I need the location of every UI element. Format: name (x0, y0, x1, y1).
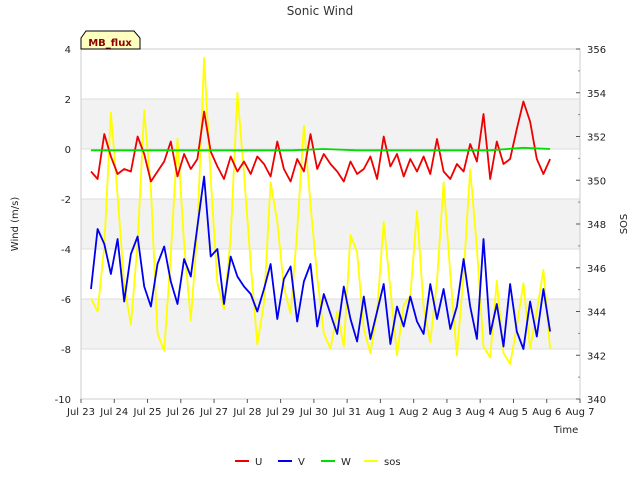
y-axis-right: 340 342 344 346 348 350 352 354 356 (576, 45, 606, 406)
y-tick-label: -2 (61, 195, 71, 206)
legend-label: W (341, 457, 351, 468)
legend-item-sos: sos (364, 457, 401, 468)
site-badge-box (80, 30, 141, 50)
x-tick-label: Jul 30 (299, 407, 328, 418)
x-tick-label: Jul 29 (266, 407, 295, 418)
y-tick-label: -8 (61, 345, 71, 356)
y-tick-label: -10 (55, 395, 71, 406)
series-line-u (90, 100, 551, 183)
x-tick-label: Aug 2 (399, 407, 428, 418)
x-axis-title: Time (553, 425, 578, 436)
y-tick-label: -4 (61, 245, 71, 256)
y-tick-label: -6 (61, 295, 71, 306)
legend-label: U (255, 457, 262, 468)
y2-tick-label: 344 (587, 308, 606, 319)
y2-tick-label: 352 (587, 133, 606, 144)
x-tick-label: Jul 31 (332, 407, 361, 418)
series-line-v (90, 175, 551, 350)
y2-tick-label: 354 (587, 89, 606, 100)
y-axis-left: -10 -8 -6 -4 -2 0 2 4 (55, 45, 71, 406)
background-band (81, 199, 580, 249)
x-tick-label: Aug 5 (499, 407, 528, 418)
y2-tick-label: 350 (587, 176, 606, 187)
x-tick-label: Aug 7 (565, 407, 594, 418)
legend-item-u: U (235, 457, 262, 468)
x-tick-label: Jul 23 (66, 407, 95, 418)
y2-tick-label: 340 (587, 395, 606, 406)
y-tick-label: 0 (65, 145, 71, 156)
legend-label: sos (384, 457, 401, 468)
y2-tick-label: 342 (587, 351, 606, 362)
x-tick-label: Aug 4 (466, 407, 495, 418)
y2-tick-label: 348 (587, 220, 606, 231)
x-tick-label: Aug 6 (532, 407, 561, 418)
legend-item-w: W (321, 457, 351, 468)
y2-tick-label: 356 (587, 45, 606, 56)
y-axis-title: Wind (m/s) (10, 197, 21, 252)
series-line-sos (90, 56, 551, 365)
legend-item-v: V (278, 457, 305, 468)
x-tick-label: Jul 25 (133, 407, 162, 418)
x-tick-label: Jul 26 (166, 407, 195, 418)
background-band (81, 99, 580, 149)
x-tick-label: Jul 24 (99, 407, 128, 418)
x-axis: Jul 23 Jul 24 Jul 25 Jul 26 Jul 27 Jul 28 Jul … (66, 399, 595, 418)
x-tick-label: Aug 1 (366, 407, 395, 418)
site-badge-label: MB_flux (88, 38, 132, 49)
y2-axis-title: SOS (619, 214, 630, 235)
x-tick-label: Jul 27 (199, 407, 228, 418)
site-badge: MB_flux (80, 30, 141, 50)
y-tick-label: 2 (65, 95, 71, 106)
y-tick-label: 4 (65, 45, 71, 56)
chart-title: Sonic Wind (287, 4, 353, 18)
series-line-w (91, 146, 551, 152)
x-tick-label: Aug 3 (432, 407, 461, 418)
x-tick-label: Jul 28 (232, 407, 261, 418)
legend-label: V (298, 457, 305, 468)
series-layer (90, 56, 551, 365)
y2-tick-label: 346 (587, 264, 606, 275)
